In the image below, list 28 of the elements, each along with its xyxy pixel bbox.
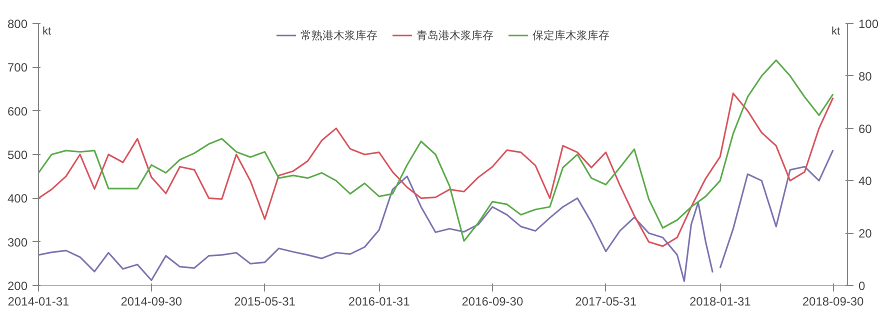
y-tick-label: 500 <box>7 148 28 162</box>
line-series <box>38 59 834 242</box>
legend-label: 常熟港木浆库存 <box>300 28 378 42</box>
x-tick-label: 2018-01-31 <box>689 294 752 308</box>
y2-tick-label: 60 <box>858 122 872 136</box>
y2-axis-title: kt <box>832 26 840 38</box>
x-tick-label: 2015-05-31 <box>234 294 296 308</box>
y-axis-title: kt <box>42 26 52 38</box>
y-tick-label: 200 <box>7 279 28 293</box>
y-tick-label: 300 <box>7 235 28 250</box>
y2-tick-label: 20 <box>858 226 872 241</box>
y-tick-label: 400 <box>7 192 28 206</box>
legend-label: 青岛港木浆库存 <box>416 28 494 42</box>
y2-tick-label: 40 <box>858 174 872 188</box>
y-tick-label: 800 <box>7 17 28 31</box>
legend-label: 保定库木浆库存 <box>532 28 610 42</box>
y2-tick-label: 80 <box>858 69 872 84</box>
y-tick-label: 600 <box>7 104 28 118</box>
line-series <box>38 92 834 247</box>
x-tick-label: 2016-09-30 <box>462 294 524 308</box>
x-tick-label: 2018-09-30 <box>802 294 864 308</box>
y-tick-label: 700 <box>7 60 28 75</box>
x-tick-label: 2014-09-30 <box>120 294 182 308</box>
y2-tick-label: 0 <box>858 279 866 293</box>
x-tick-label: 2016-01-31 <box>348 294 410 308</box>
y2-tick-label: 100 <box>858 17 879 31</box>
x-tick-label: 2014-01-31 <box>8 294 70 308</box>
x-tick-label: 2017-05-31 <box>575 294 637 308</box>
